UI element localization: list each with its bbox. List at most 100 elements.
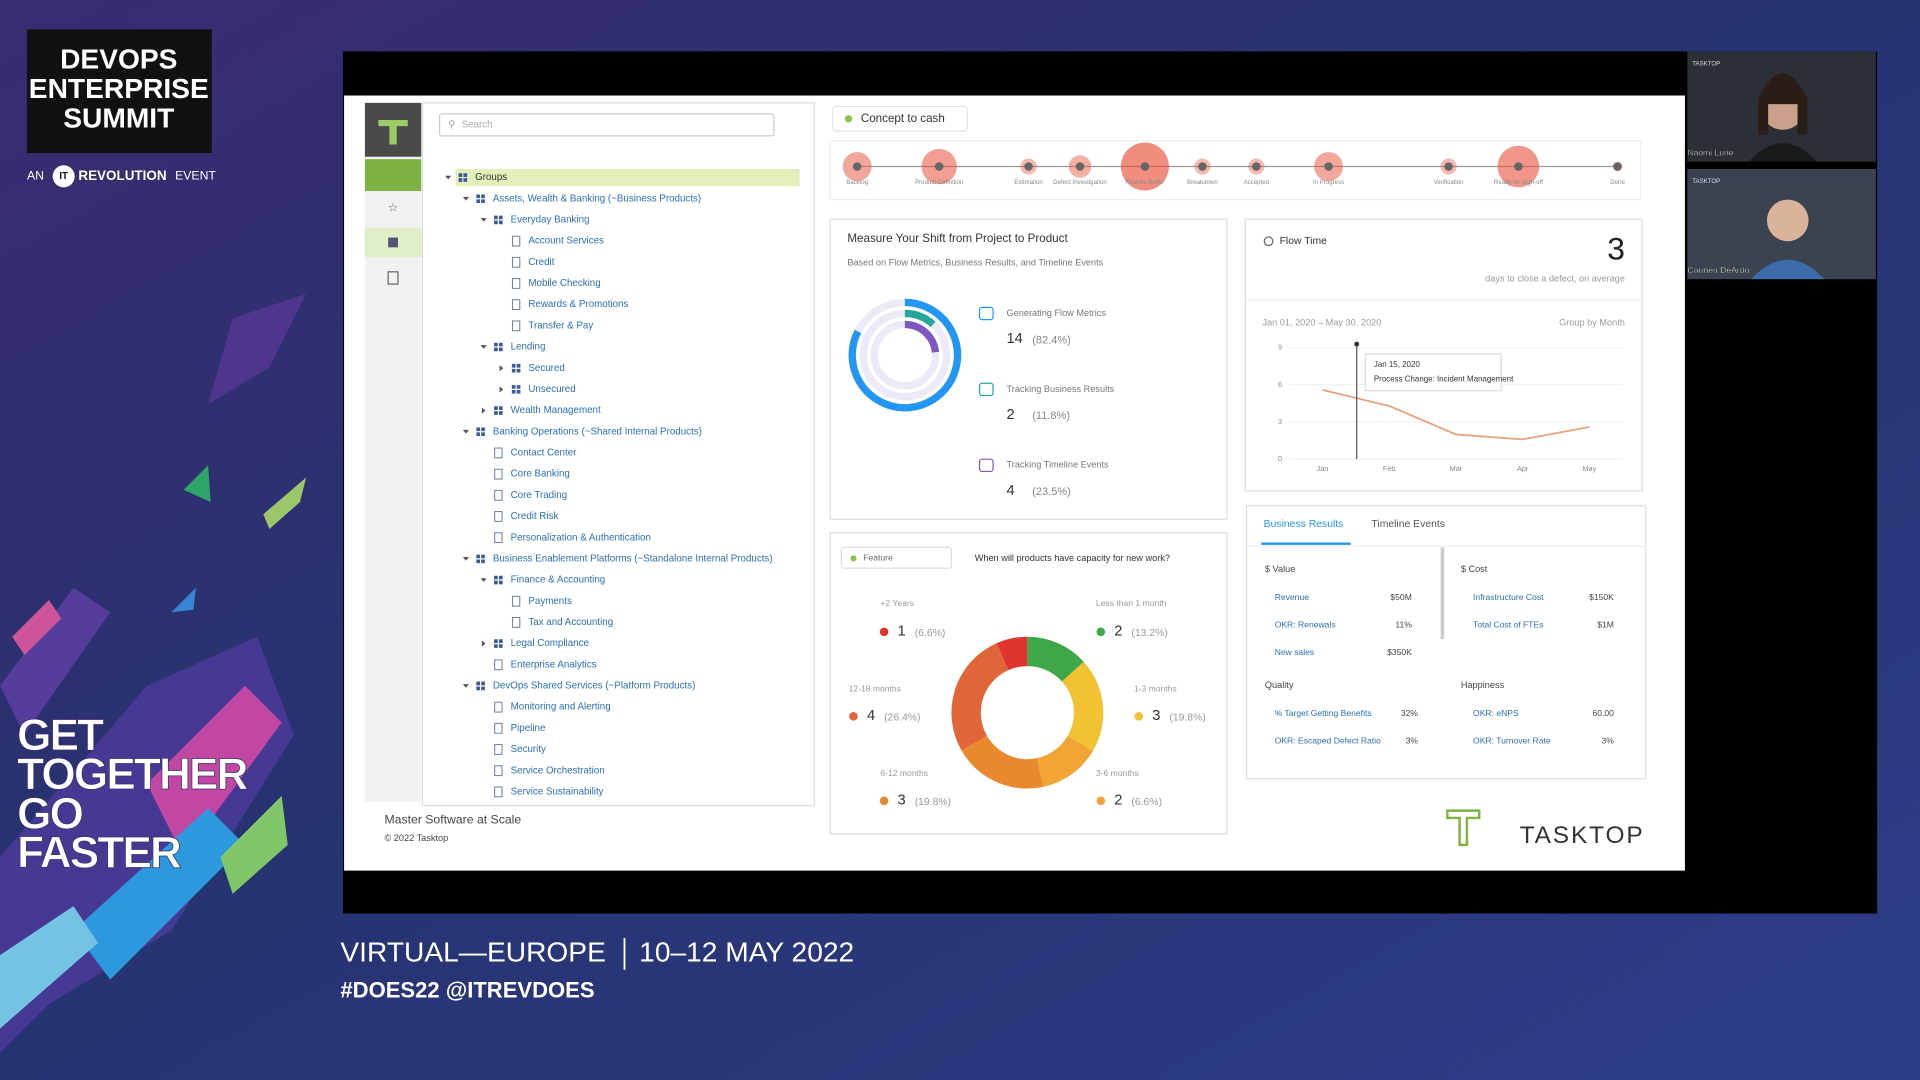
stage-dot — [1198, 162, 1207, 171]
tree-caret[interactable] — [462, 557, 469, 561]
stage-dot — [852, 162, 862, 171]
stage-label: Estimation — [1014, 179, 1043, 186]
tree-item[interactable]: Credit Risk — [511, 511, 559, 522]
tree-item[interactable]: Security — [511, 744, 546, 755]
tree-caret[interactable] — [499, 365, 504, 372]
result-label[interactable]: OKR: Escaped Defect Ratio — [1275, 736, 1381, 746]
tree-caret[interactable] — [445, 175, 452, 180]
question: When will products have capacity for new… — [975, 553, 1170, 563]
tree-item[interactable]: Account Services — [528, 236, 604, 247]
webcam-person — [1758, 73, 1808, 135]
stage-dot — [1324, 162, 1333, 171]
result-label[interactable]: % Target Getting Benefits — [1275, 708, 1372, 718]
sidebar — [364, 102, 422, 803]
slogan: GO — [17, 789, 82, 838]
tree-panel — [421, 102, 815, 807]
tree-item[interactable]: Monitoring and Alerting — [511, 702, 611, 713]
nav-icon[interactable] — [387, 271, 399, 285]
donut-segment — [1026, 636, 1084, 683]
tree-item[interactable]: Transfer & Pay — [528, 320, 593, 331]
org-mark-bg — [52, 165, 75, 188]
tree-item[interactable]: Contact Center — [511, 448, 578, 459]
tree-item[interactable]: Legal Compliance — [511, 638, 589, 649]
legend-dot — [1096, 796, 1106, 806]
tree-item[interactable]: Groups — [475, 172, 507, 183]
result-label[interactable]: Total Cost of FTEs — [1473, 619, 1543, 629]
event-title: DEVOPS — [60, 44, 177, 75]
tab[interactable]: Timeline Events — [1371, 519, 1445, 530]
tree-item[interactable]: Pipeline — [511, 723, 546, 734]
tree-caret[interactable] — [462, 196, 469, 201]
metric-count: 14 — [1007, 331, 1023, 347]
event-org: REVOLUTION — [78, 168, 166, 183]
tree-item[interactable]: Wealth Management — [511, 405, 601, 416]
result-label[interactable]: OKR: Turnover Rate — [1473, 736, 1551, 746]
result-label[interactable]: New sales — [1275, 647, 1315, 657]
nav-icon[interactable]: ☆ — [388, 200, 399, 214]
tree-item[interactable]: Personalization & Authentication — [511, 532, 651, 543]
metric-label: Tracking Business Results — [1007, 384, 1115, 394]
donut-segment — [961, 735, 1044, 789]
segment-count: 3 — [1152, 708, 1160, 724]
legend-dot — [879, 796, 889, 806]
result-label[interactable]: OKR: Renewals — [1275, 619, 1336, 629]
tree-item[interactable]: Core Banking — [511, 469, 570, 480]
tab[interactable]: Business Results — [1264, 519, 1344, 530]
tree-item[interactable]: Everyday Banking — [511, 215, 590, 226]
tree-item[interactable]: Enterprise Analytics — [511, 659, 597, 670]
tree-caret[interactable] — [499, 386, 504, 393]
filter-value[interactable]: Feature — [863, 553, 893, 563]
value-stream-pill[interactable] — [832, 105, 968, 132]
tooltip-text: Process Change: Incident Management — [1374, 375, 1514, 384]
tree-item[interactable]: Payments — [528, 596, 572, 607]
nav-icon[interactable] — [364, 159, 422, 192]
tree-caret[interactable] — [462, 429, 469, 434]
result-label[interactable]: OKR: eNPS — [1473, 708, 1519, 718]
tree-item[interactable]: Mobile Checking — [528, 278, 600, 289]
webcam-name: Naomi Lurie — [1687, 147, 1733, 157]
tree-item[interactable]: Rewards & Promotions — [528, 299, 628, 310]
result-label[interactable]: Infrastructure Cost — [1473, 592, 1544, 602]
tree-item[interactable]: Service Orchestration — [511, 765, 605, 776]
tree-caret[interactable] — [480, 345, 487, 349]
result-value: $350K — [1387, 647, 1412, 657]
tree-item[interactable]: Assets, Wealth & Banking (~Business Prod… — [493, 193, 701, 204]
result-value: 32% — [1401, 708, 1419, 718]
metric-share: (82.4%) — [1032, 334, 1071, 346]
tree-item[interactable]: Unsecured — [528, 384, 575, 395]
segment-share: (13.2%) — [1131, 628, 1167, 639]
tree-caret[interactable] — [462, 684, 469, 688]
segment-name: 3-6 months — [1096, 768, 1139, 778]
tree-item[interactable]: Lending — [511, 342, 546, 353]
slogan: GET — [17, 711, 104, 760]
clock-icon — [1263, 236, 1274, 247]
filter-select[interactable] — [840, 546, 953, 569]
tree-caret[interactable] — [481, 640, 486, 647]
logo-mark — [1446, 809, 1481, 847]
doc-icon — [511, 320, 521, 332]
result-label[interactable]: Revenue — [1275, 592, 1310, 602]
tree-item[interactable]: Tax and Accounting — [528, 617, 613, 628]
tree-item[interactable]: Finance & Accounting — [511, 575, 606, 586]
flow-time-value: 3 — [1607, 230, 1625, 266]
tree-caret[interactable] — [480, 578, 487, 582]
tree-item[interactable]: Credit — [528, 257, 554, 268]
line — [1322, 388, 1590, 441]
tree-item[interactable]: Business Enablement Platforms (~Standalo… — [493, 553, 773, 564]
metric-count: 2 — [1007, 407, 1015, 423]
grouping[interactable]: Group by Month — [1559, 318, 1625, 328]
search-box[interactable] — [438, 113, 775, 137]
tree-item[interactable]: Service Sustainability — [511, 786, 604, 797]
tree-item[interactable]: DevOps Shared Services (~Platform Produc… — [493, 681, 695, 692]
search-placeholder[interactable]: Search — [462, 119, 493, 130]
doc-icon — [494, 447, 503, 459]
tree-item[interactable]: Secured — [528, 363, 564, 374]
tree-caret[interactable] — [480, 218, 487, 222]
result-value: 3% — [1601, 736, 1614, 746]
nav-icon[interactable] — [388, 237, 398, 248]
tree-caret[interactable] — [481, 407, 486, 414]
tree-item[interactable]: Banking Operations (~Shared Internal Pro… — [493, 426, 702, 437]
x-tick-label: Jan — [1317, 464, 1329, 473]
stage-label: Backlog — [846, 179, 868, 186]
tree-item[interactable]: Core Trading — [511, 490, 568, 501]
